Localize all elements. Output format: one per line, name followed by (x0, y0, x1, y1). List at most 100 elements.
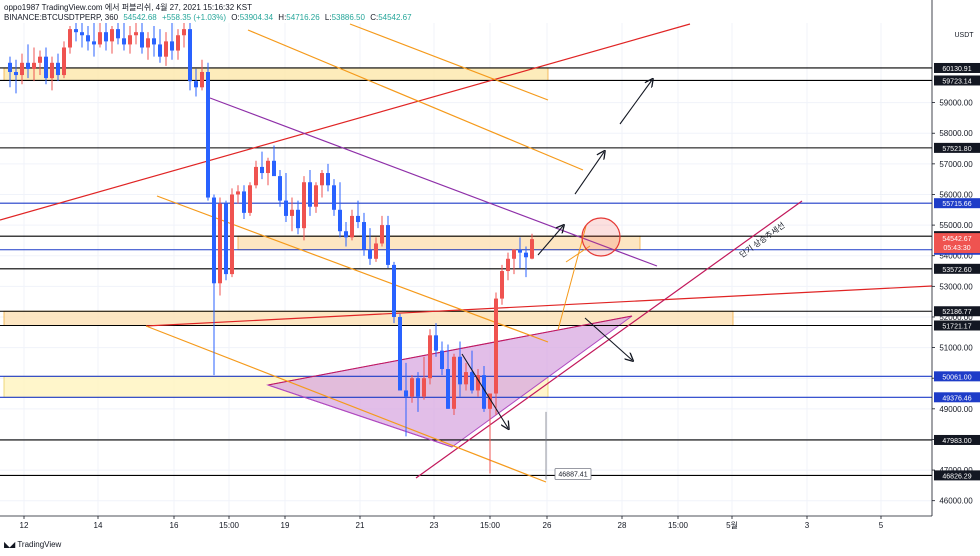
time-tick-label: 3 (805, 521, 810, 530)
candle-body (116, 29, 120, 39)
candle-body (416, 378, 420, 397)
time-tick-label: 23 (430, 521, 439, 530)
candle-body (128, 35, 132, 45)
candle-body (98, 32, 102, 45)
candle-body (86, 35, 90, 42)
candle-body (338, 209, 342, 232)
candle-body (458, 356, 462, 385)
candle-body (488, 393, 492, 409)
level-badge (934, 434, 980, 445)
candle-body (50, 62, 54, 79)
candle-body (392, 264, 396, 317)
candle-body (266, 160, 270, 174)
candle-body (296, 209, 300, 229)
candle-body (206, 71, 210, 198)
candle-body (506, 258, 510, 272)
candle-body (308, 182, 312, 207)
candle-body (152, 38, 156, 45)
price-tick-label: 54000.00 (939, 252, 973, 261)
candle-body (398, 316, 402, 391)
red-trend-line-upper (0, 23, 691, 221)
candle-body (344, 231, 348, 238)
time-tick-label: 5 (879, 521, 884, 530)
price-tick-label: 53000.00 (939, 282, 973, 291)
candle-body (260, 166, 264, 174)
time-tick-label: 15:00 (480, 521, 501, 530)
candle-body (170, 41, 174, 51)
candle-body (284, 200, 288, 216)
candle-body (524, 252, 528, 258)
candle-body (428, 335, 432, 379)
candle-body (440, 350, 444, 370)
countdown-label: 05:43:30 (943, 245, 970, 252)
candle-body (32, 62, 36, 69)
level-badge-label: 53572.60 (942, 267, 971, 274)
candle-body (56, 62, 60, 76)
last-price: 54542.68 (123, 13, 157, 22)
candle-body (470, 372, 474, 391)
tradingview-logo[interactable]: ◣◢ TradingView (4, 540, 61, 549)
candle-body (482, 375, 486, 409)
price-tick-label: 55000.00 (939, 221, 973, 230)
level-badge-label: 59723.14 (942, 78, 971, 85)
candle-body (332, 185, 336, 210)
price-axis-bg (932, 0, 980, 556)
candle-body (8, 62, 12, 72)
level-badge-label: 49376.46 (942, 395, 971, 402)
level-badge-label: 57521.80 (942, 146, 971, 153)
level-badge-label: 50061.00 (942, 374, 971, 381)
open-label: O: (231, 13, 240, 22)
level-badge (934, 263, 980, 274)
candle-body (530, 239, 534, 259)
candle-body (278, 176, 282, 201)
time-axis[interactable]: 12 14 16 15:00 19 21 23 15:00 26 28 15:00 5월 3 5 (20, 516, 884, 530)
symbol-info: BINANCE:BTCUSDTPERP, 360 54542.68 +558.3… (4, 13, 415, 22)
close-value: 54542.67 (378, 13, 412, 22)
direction-arrow (619, 80, 652, 125)
candle-body (104, 32, 108, 42)
price-tick-label: 52000.00 (939, 313, 973, 322)
candle-body (230, 194, 234, 275)
candle-body (404, 390, 408, 397)
candlestick-series (8, 23, 534, 474)
time-tick-label: 5월 (726, 520, 738, 530)
candle-body (182, 29, 186, 36)
price-tick-label: 51000.00 (939, 344, 973, 353)
orange-channel-line (156, 195, 549, 343)
low-label: L: (324, 13, 332, 22)
time-tick-label: 15:00 (219, 521, 240, 530)
high-label: H: (278, 13, 287, 22)
price-tick-label: 46000.00 (939, 497, 973, 506)
time-tick-label: 16 (170, 521, 179, 530)
candle-body (254, 166, 258, 186)
candle-body (80, 32, 84, 36)
candle-body (380, 225, 384, 244)
low-marker-box (554, 468, 592, 480)
direction-arrow (584, 317, 632, 360)
candle-body (518, 249, 522, 253)
candle-body (290, 209, 294, 216)
candle-body (212, 197, 216, 284)
time-tick-label: 26 (543, 521, 552, 530)
price-tick-label: 49000.00 (939, 405, 973, 414)
candle-body (74, 29, 78, 33)
candle-body (512, 249, 516, 259)
low-value: 53886.50 (331, 13, 365, 22)
tradingview-logo-text: TradingView (17, 540, 62, 549)
price-tick-label: 58000.00 (939, 129, 973, 138)
candle-body (248, 185, 252, 213)
level-badge (934, 371, 980, 382)
candle-body (92, 41, 96, 45)
candle-body (242, 191, 246, 213)
orange-channel-line (247, 29, 584, 171)
candle-body (44, 56, 48, 79)
candle-body (386, 225, 390, 265)
candle-body (356, 215, 360, 223)
direction-arrow (574, 152, 604, 195)
time-tick-label: 19 (281, 521, 290, 530)
orange-channel-line (349, 23, 549, 101)
price-axis[interactable]: USDT46000.0047000.0048000.0049000.005000… (932, 32, 980, 506)
highlight-circle (581, 217, 621, 257)
level-badge-label: 47983.00 (942, 438, 971, 445)
